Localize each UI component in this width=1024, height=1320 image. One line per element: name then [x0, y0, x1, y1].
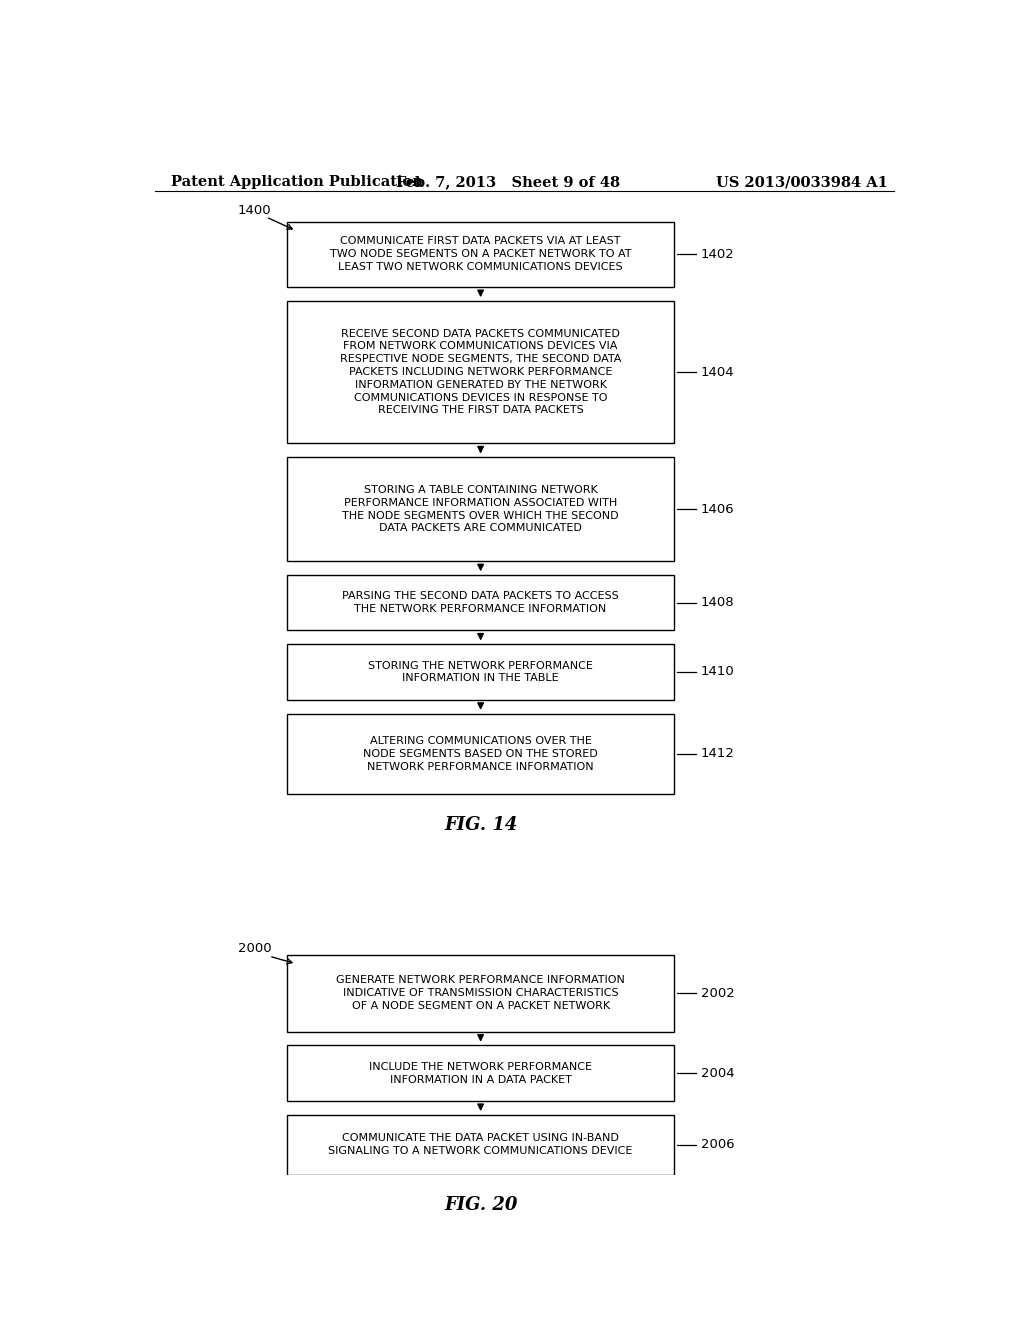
Bar: [287, 644, 675, 700]
Text: 2004: 2004: [700, 1067, 734, 1080]
Text: Feb. 7, 2013   Sheet 9 of 48: Feb. 7, 2013 Sheet 9 of 48: [395, 176, 620, 189]
Text: COMMUNICATE THE DATA PACKET USING IN-BAND
SIGNALING TO A NETWORK COMMUNICATIONS : COMMUNICATE THE DATA PACKET USING IN-BAN…: [329, 1134, 633, 1156]
Text: 1408: 1408: [700, 597, 734, 610]
Bar: [287, 576, 675, 631]
Text: 2006: 2006: [700, 1138, 734, 1151]
Text: COMMUNICATE FIRST DATA PACKETS VIA AT LEAST
TWO NODE SEGMENTS ON A PACKET NETWOR: COMMUNICATE FIRST DATA PACKETS VIA AT LE…: [330, 236, 632, 272]
Bar: [287, 457, 675, 561]
Bar: [287, 714, 675, 795]
Text: STORING A TABLE CONTAINING NETWORK
PERFORMANCE INFORMATION ASSOCIATED WITH
THE N: STORING A TABLE CONTAINING NETWORK PERFO…: [342, 484, 618, 533]
Bar: [287, 1114, 675, 1175]
Text: ALTERING COMMUNICATIONS OVER THE
NODE SEGMENTS BASED ON THE STORED
NETWORK PERFO: ALTERING COMMUNICATIONS OVER THE NODE SE…: [364, 737, 598, 772]
Text: FIG. 14: FIG. 14: [444, 816, 517, 834]
Text: 1406: 1406: [700, 503, 734, 516]
Bar: [287, 301, 675, 444]
Text: RECEIVE SECOND DATA PACKETS COMMUNICATED
FROM NETWORK COMMUNICATIONS DEVICES VIA: RECEIVE SECOND DATA PACKETS COMMUNICATED…: [340, 329, 622, 416]
Text: 2000: 2000: [238, 942, 271, 954]
Text: GENERATE NETWORK PERFORMANCE INFORMATION
INDICATIVE OF TRANSMISSION CHARACTERIST: GENERATE NETWORK PERFORMANCE INFORMATION…: [336, 975, 625, 1011]
Text: US 2013/0033984 A1: US 2013/0033984 A1: [716, 176, 888, 189]
Text: Patent Application Publication: Patent Application Publication: [171, 176, 423, 189]
Text: STORING THE NETWORK PERFORMANCE
INFORMATION IN THE TABLE: STORING THE NETWORK PERFORMANCE INFORMAT…: [369, 660, 593, 684]
Text: 2002: 2002: [700, 986, 734, 999]
Text: PARSING THE SECOND DATA PACKETS TO ACCESS
THE NETWORK PERFORMANCE INFORMATION: PARSING THE SECOND DATA PACKETS TO ACCES…: [342, 591, 618, 614]
Bar: [287, 222, 675, 286]
Bar: [287, 954, 675, 1032]
Text: FIG. 20: FIG. 20: [444, 1196, 517, 1214]
Text: 1410: 1410: [700, 665, 734, 678]
Text: 1404: 1404: [700, 366, 734, 379]
Text: INCLUDE THE NETWORK PERFORMANCE
INFORMATION IN A DATA PACKET: INCLUDE THE NETWORK PERFORMANCE INFORMAT…: [369, 1061, 592, 1085]
Text: 1412: 1412: [700, 747, 734, 760]
Bar: [287, 1045, 675, 1101]
Text: 1402: 1402: [700, 248, 734, 261]
Text: 1400: 1400: [238, 205, 271, 218]
